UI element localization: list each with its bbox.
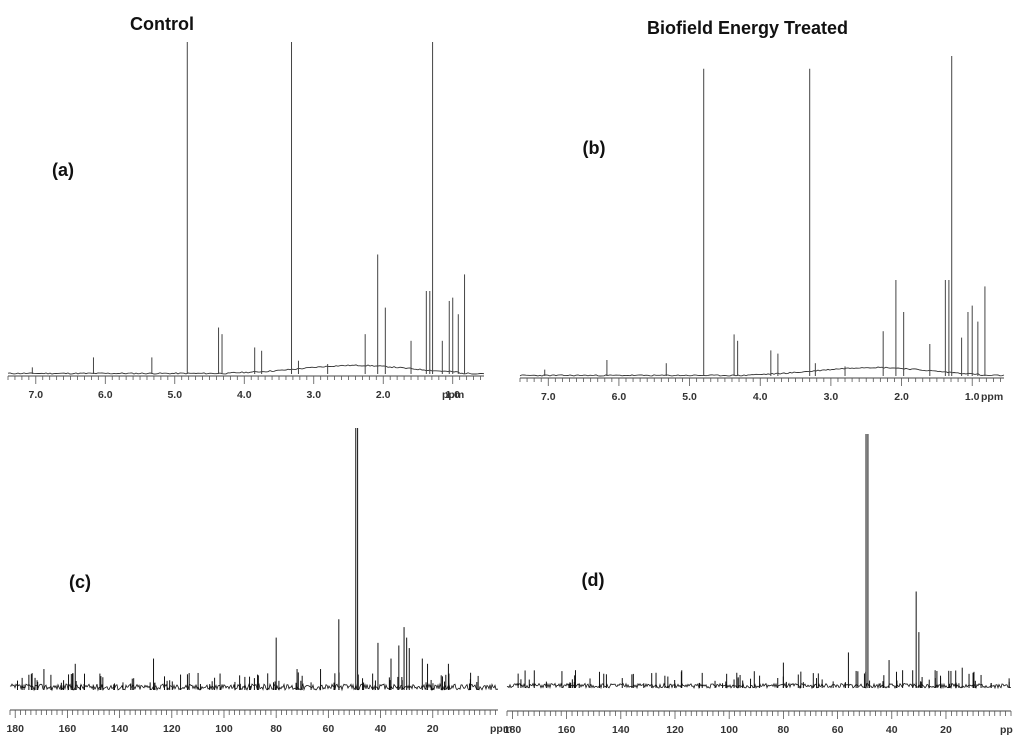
x-tick-label: 5.0 [167, 389, 182, 401]
x-tick-label: 160 [558, 724, 576, 736]
spectrum-panel-a: 7.0 6.0 5.0 4.0 3.0 2.0 1.0 ppm (a) [7, 38, 488, 418]
treated-heading: Biofield Energy Treated [647, 18, 849, 38]
x-tick-label: 1.0 [965, 391, 980, 403]
x-tick-label: 100 [720, 724, 738, 736]
x-tick-label: 80 [778, 724, 790, 736]
x-unit-label: ppm [490, 723, 512, 735]
x-tick-label: 60 [832, 724, 844, 736]
x-tick-label: 120 [163, 723, 181, 735]
x-tick-label: 2.0 [376, 389, 391, 401]
spectrum-panel-d: 180 160 140 120 100 80 60 40 20 ppm (d) [504, 428, 1013, 750]
spectrum-trace [519, 366, 1005, 377]
x-tick-label: 2.0 [894, 391, 909, 403]
spectrum-trace [506, 682, 1011, 690]
x-tick-label: 4.0 [753, 391, 768, 403]
x-tick-label: 100 [215, 723, 233, 735]
panel-label: (c) [69, 572, 91, 592]
x-tick-label: 120 [666, 724, 684, 736]
x-tick-label: 7.0 [541, 391, 556, 403]
x-tick-label: 1.0 [445, 389, 460, 401]
x-tick-label: 180 [6, 723, 24, 735]
x-tick-label: 6.0 [98, 389, 113, 401]
x-unit-label: ppm [1000, 724, 1013, 736]
panel-label: (b) [583, 138, 606, 158]
x-tick-label: 140 [612, 724, 630, 736]
x-tick-label: 20 [427, 723, 439, 735]
x-tick-label: 80 [270, 723, 282, 735]
x-tick-label: 40 [886, 724, 898, 736]
x-unit-label: ppm [981, 391, 1003, 403]
x-tick-label: 180 [504, 724, 522, 736]
x-tick-label: 7.0 [28, 389, 43, 401]
spectrum-panel-c: 180 160 140 120 100 80 60 40 20 ppm (c) [6, 428, 512, 750]
x-tick-label: 5.0 [682, 391, 697, 403]
x-tick-label: 140 [111, 723, 129, 735]
x-tick-label: 3.0 [824, 391, 839, 403]
x-tick-label: 20 [940, 724, 952, 736]
x-tick-label: 4.0 [237, 389, 252, 401]
control-heading: Control [130, 14, 194, 34]
x-tick-label: 40 [375, 723, 387, 735]
x-tick-label: 60 [323, 723, 335, 735]
x-tick-label: 160 [59, 723, 77, 735]
panel-label: (a) [52, 160, 74, 180]
panel-label: (d) [582, 570, 605, 590]
spectrum-panel-b: 7.0 6.0 5.0 4.0 3.0 2.0 1.0 ppm (b) [518, 38, 1008, 418]
spectrum-trace [7, 364, 485, 375]
x-tick-label: 6.0 [612, 391, 627, 403]
x-tick-label: 3.0 [306, 389, 321, 401]
x-unit-label: ppm [442, 389, 464, 401]
